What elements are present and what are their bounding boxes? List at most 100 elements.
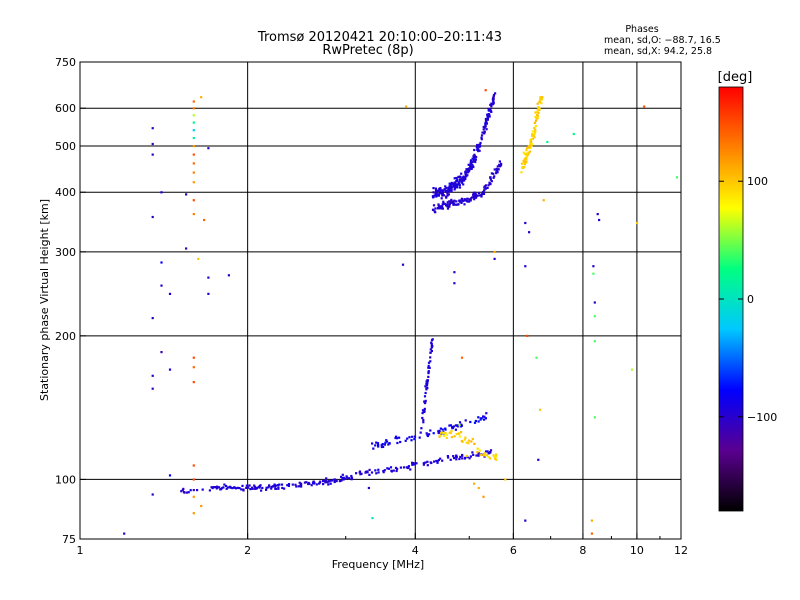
echo-point <box>222 486 225 489</box>
echo-point <box>460 439 463 443</box>
echo-point <box>524 265 527 268</box>
echo-point <box>437 194 440 197</box>
echo-point <box>432 204 436 207</box>
echo-point <box>491 98 494 101</box>
echo-point <box>458 199 461 202</box>
echo-point <box>484 124 487 127</box>
echo-point <box>464 419 467 422</box>
echo-point <box>456 178 459 181</box>
echo-point <box>371 442 374 445</box>
echo-point <box>484 417 487 420</box>
echo-point <box>454 203 457 206</box>
echo-point <box>426 433 429 436</box>
echo-point <box>388 442 391 445</box>
echo-point <box>427 361 431 364</box>
echo-point <box>422 419 425 422</box>
echo-point <box>432 191 435 194</box>
echo-point <box>441 205 444 208</box>
echo-point <box>484 121 487 124</box>
echo-point <box>496 171 499 174</box>
echo-point <box>430 345 433 348</box>
echo-point <box>455 176 458 180</box>
echo-point <box>192 495 195 498</box>
echo-point <box>446 201 449 204</box>
echo-point <box>422 421 425 424</box>
echo-point <box>430 341 433 344</box>
x-tick-label: 6 <box>510 544 517 557</box>
echo-point <box>382 445 385 448</box>
echo-point <box>460 181 463 184</box>
echo-point <box>273 483 276 487</box>
echo-point <box>192 121 195 124</box>
echo-point <box>313 481 316 485</box>
stats-line-o: mean, sd,O: −88.7, 16.5 <box>604 35 721 46</box>
echo-point <box>463 203 466 206</box>
echo-point <box>445 436 448 439</box>
echo-point <box>430 339 434 342</box>
echo-point <box>438 206 441 210</box>
echo-point <box>358 471 361 474</box>
echo-point <box>453 457 456 460</box>
echo-point <box>383 443 386 446</box>
echo-point <box>439 205 442 208</box>
x-tick-label: 1 <box>77 544 84 557</box>
echo-point <box>477 452 480 455</box>
echo-point <box>475 454 478 457</box>
echo-point <box>489 449 493 452</box>
echo-point <box>480 453 483 457</box>
echo-point <box>281 486 284 490</box>
echo-point <box>592 272 595 275</box>
echo-point <box>318 481 321 484</box>
echo-point <box>160 351 163 354</box>
echo-point <box>273 485 277 488</box>
echo-point <box>475 146 478 149</box>
echo-point <box>394 436 397 440</box>
echo-point <box>473 482 476 485</box>
echo-point <box>452 455 455 458</box>
echo-point <box>197 257 200 260</box>
echo-point <box>452 200 455 203</box>
echo-point <box>491 99 495 102</box>
echo-point <box>473 421 477 424</box>
echo-point <box>474 419 477 423</box>
echo-point <box>461 200 464 203</box>
echo-point <box>450 436 453 439</box>
echo-point <box>448 185 451 188</box>
echo-point <box>389 466 393 469</box>
echo-point <box>489 183 492 186</box>
echo-point <box>469 159 473 162</box>
echo-point <box>441 459 444 462</box>
stats-line-x: mean, sd,X: 94.2, 25.8 <box>604 46 712 57</box>
echo-point <box>593 340 596 343</box>
echo-point <box>425 382 428 385</box>
echo-point <box>459 425 462 428</box>
echo-point <box>434 188 438 191</box>
echo-point <box>297 485 300 488</box>
echo-point <box>460 356 464 359</box>
echo-point <box>477 420 480 423</box>
echo-point <box>192 356 195 359</box>
echo-point <box>439 189 442 192</box>
echo-point <box>214 486 217 489</box>
echo-point <box>450 201 453 204</box>
echo-point <box>484 117 487 121</box>
echo-point <box>348 477 351 480</box>
echo-point <box>430 349 433 353</box>
echo-point <box>437 431 440 435</box>
echo-point <box>418 436 421 439</box>
echo-point <box>483 126 486 129</box>
echo-point <box>457 182 460 185</box>
echo-point <box>541 96 544 99</box>
echo-point <box>504 478 507 481</box>
echo-point <box>312 480 315 483</box>
echo-point <box>449 424 452 427</box>
echo-point <box>406 437 409 440</box>
echo-point <box>531 143 534 146</box>
echo-point <box>346 476 349 479</box>
echo-point <box>335 480 338 483</box>
echo-point <box>421 409 425 412</box>
echo-point <box>377 443 380 446</box>
echo-point <box>413 438 416 441</box>
echo-point <box>522 151 525 154</box>
echo-point <box>450 181 453 184</box>
